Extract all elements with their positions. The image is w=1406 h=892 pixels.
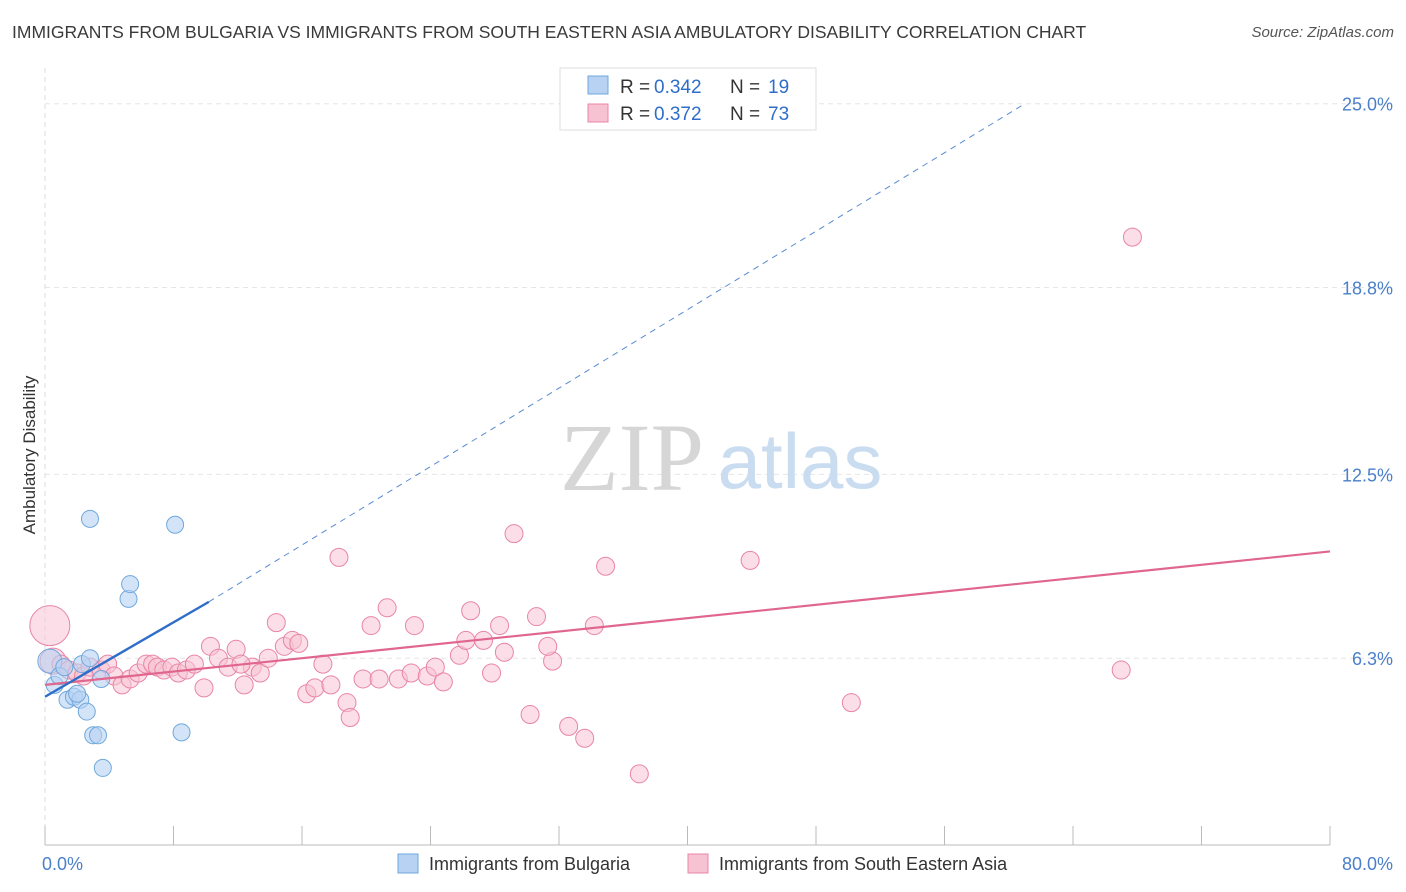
sea-point [266, 613, 286, 633]
sea-point [234, 675, 254, 695]
series-legend-label-sea: Immigrants from South Eastern Asia [719, 854, 1008, 874]
bulgaria-point [80, 509, 99, 528]
sea-point [504, 524, 524, 544]
bulgaria-point [77, 702, 96, 721]
sea-point [841, 693, 861, 713]
chart-title: IMMIGRANTS FROM BULGARIA VS IMMIGRANTS F… [12, 22, 1087, 42]
sea-point [490, 616, 510, 636]
legend-n-value-2: 73 [768, 104, 789, 125]
watermark-zip: ZIP [560, 404, 704, 511]
x-tick-label-max: 80.0% [1342, 854, 1393, 874]
series-bulgaria-points [37, 509, 191, 777]
sea-point [329, 547, 349, 567]
sea-point [258, 648, 278, 668]
legend-r-label-2: R = [620, 104, 650, 125]
sea-point [1111, 660, 1131, 680]
legend-r-label-1: R = [620, 77, 650, 98]
sea-point [538, 636, 558, 656]
sea-point [482, 663, 502, 683]
y-tick-labels: 6.3% 12.5% 18.8% 25.0% [1342, 95, 1393, 669]
sea-point [575, 728, 595, 748]
legend-swatch-bulgaria [587, 75, 609, 95]
sea-point [361, 616, 381, 636]
bulgaria-point [68, 684, 87, 703]
legend-n-label-2: N = [730, 104, 760, 125]
series-legend-swatch-bulgaria [397, 853, 419, 874]
sea-point [377, 598, 397, 618]
sea-point [305, 678, 325, 698]
bulgaria-point [119, 589, 138, 608]
sea-point [321, 675, 341, 695]
y-tick-label: 6.3% [1352, 649, 1393, 669]
series-legend: Immigrants from Bulgaria Immigrants from… [397, 853, 1008, 874]
sea-point [313, 654, 333, 674]
bulgaria-point [80, 649, 99, 668]
x-tick-labels: 0.0% 80.0% [42, 854, 1393, 874]
sea-point [461, 601, 481, 621]
legend-n-value-1: 19 [768, 77, 789, 98]
sea-point [494, 642, 514, 662]
legend-r-value-2: 0.372 [654, 104, 702, 125]
sea-point [289, 633, 309, 653]
series-legend-label-bulgaria: Immigrants from Bulgaria [429, 854, 631, 874]
y-tick-label: 12.5% [1342, 465, 1393, 485]
sea-point [401, 663, 421, 683]
legend-r-value-1: 0.342 [654, 77, 702, 98]
sea-point [250, 663, 270, 683]
sea-point [433, 672, 453, 692]
stats-legend: R = 0.342 N = 19 R = 0.372 N = 73 [559, 67, 817, 131]
watermark-atlas: atlas [718, 417, 883, 505]
sea-point [740, 550, 760, 570]
legend-n-label-1: N = [730, 77, 760, 98]
bulgaria-trend-line [44, 600, 210, 698]
sea-point [340, 708, 360, 727]
bulgaria-point [89, 726, 108, 745]
x-tick-label-min: 0.0% [42, 854, 83, 874]
sea-point [520, 705, 540, 725]
y-axis-title: Ambulatory Disability [20, 375, 39, 534]
source-label: Source: ZipAtlas.com [1251, 24, 1394, 41]
sea-point [559, 716, 579, 736]
bulgaria-point [55, 658, 74, 677]
sea-point [629, 764, 649, 784]
bulgaria-point [93, 758, 112, 777]
bulgaria-point [172, 723, 191, 742]
axes [44, 826, 1331, 846]
sea-point [1122, 227, 1142, 247]
series-legend-swatch-sea [687, 853, 709, 874]
sea-point [584, 616, 604, 636]
sea-point [29, 605, 71, 647]
y-tick-label: 18.8% [1342, 279, 1393, 299]
bulgaria-point [121, 575, 140, 594]
sea-point [527, 607, 547, 627]
bulgaria-point [166, 515, 185, 534]
legend-swatch-sea [587, 103, 609, 123]
sea-point [404, 616, 424, 636]
sea-trend-line [44, 550, 1331, 686]
sea-point [353, 669, 373, 689]
sea-point [596, 556, 616, 576]
sea-point [425, 657, 445, 677]
trend-lines [44, 103, 1331, 698]
bulgaria-trend-extension [208, 103, 1026, 603]
y-tick-label: 25.0% [1342, 95, 1393, 115]
sea-point [369, 669, 389, 689]
sea-point [194, 678, 214, 698]
grid-lines [44, 68, 1393, 845]
